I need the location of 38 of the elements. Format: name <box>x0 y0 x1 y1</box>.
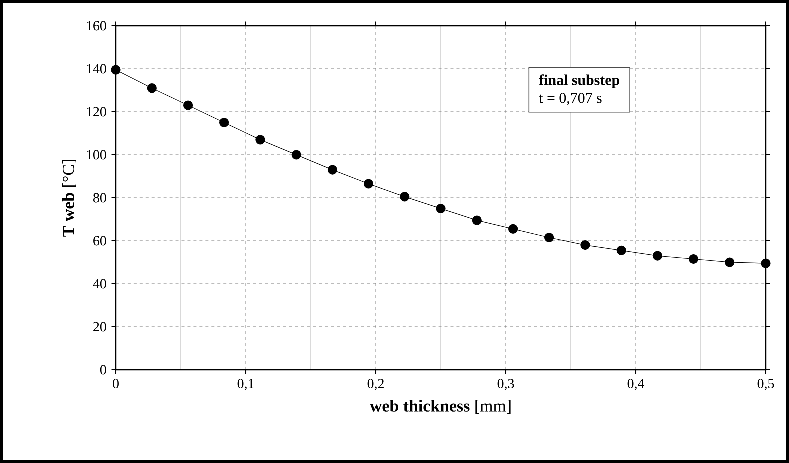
y-tick-label: 120 <box>87 107 106 117</box>
y-tick-label: 20 <box>94 322 106 332</box>
point <box>111 65 121 75</box>
point <box>544 232 554 243</box>
y-tick-label: 160 <box>87 21 106 31</box>
point <box>725 258 735 268</box>
annotation: final substep <box>539 74 620 88</box>
y-tick-label: 0 <box>100 365 106 375</box>
x-tick-label: 0,5 <box>758 379 774 390</box>
x-tick-label: 0,2 <box>368 379 384 390</box>
point <box>580 240 590 250</box>
point <box>688 254 699 264</box>
x-axis-title: web thickness [mm] <box>370 400 511 414</box>
y-tick-label: 100 <box>87 150 106 160</box>
point <box>364 179 374 189</box>
x-tick-label: 0,4 <box>628 379 645 390</box>
point <box>400 192 410 202</box>
point <box>472 216 482 226</box>
annotation: t = 0,707 s <box>539 93 602 106</box>
x-tick-label: 0,3 <box>498 379 514 390</box>
point <box>147 84 157 94</box>
x-tick-label: 0,1 <box>238 379 254 390</box>
point <box>761 258 771 268</box>
y-tick-label: 40 <box>93 279 106 289</box>
point <box>436 204 446 214</box>
point <box>508 224 518 234</box>
y-tick-label: 60 <box>94 236 106 246</box>
x-tick-label: 0 <box>113 379 119 388</box>
point <box>652 251 662 261</box>
point <box>616 246 626 256</box>
y-tick-label: 80 <box>93 193 106 203</box>
point <box>328 165 338 175</box>
point <box>220 118 230 128</box>
y-tick-label: 140 <box>87 64 106 74</box>
point <box>292 150 302 160</box>
point <box>184 100 194 110</box>
y-axis-title: T web [°C] <box>62 160 76 237</box>
point <box>256 135 266 145</box>
